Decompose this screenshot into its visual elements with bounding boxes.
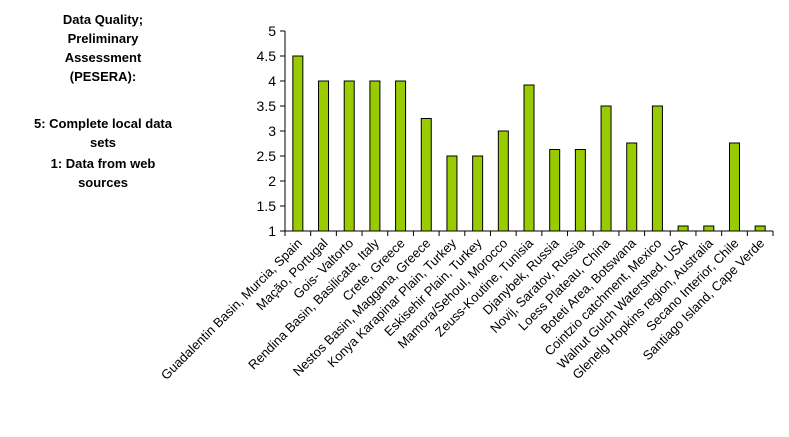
x-category-label: Guadalentin Basin, Murcia, Spain xyxy=(158,236,305,383)
bar xyxy=(318,80,330,232)
bar xyxy=(549,149,561,232)
bar xyxy=(574,149,586,232)
bar xyxy=(446,155,458,232)
bar xyxy=(497,130,509,232)
note-line: 5: Complete local data xyxy=(34,116,172,131)
bar xyxy=(369,80,381,232)
y-tick-label: 2 xyxy=(268,173,276,189)
bar xyxy=(420,118,432,232)
y-tick-label: 4.5 xyxy=(257,48,277,64)
y-tick-label: 1.5 xyxy=(257,198,277,214)
bar xyxy=(626,142,638,232)
note-line: Assessment xyxy=(64,50,142,65)
note-line: sets xyxy=(89,135,117,150)
y-tick-label: 4 xyxy=(268,73,276,89)
note-line: Data Quality; xyxy=(62,12,144,27)
bar xyxy=(343,80,355,232)
bar xyxy=(395,80,407,232)
y-tick-label: 3 xyxy=(268,123,276,139)
y-tick-label: 3.5 xyxy=(257,98,277,114)
bar xyxy=(292,55,304,232)
bar xyxy=(703,225,715,232)
note-line: sources xyxy=(78,175,128,190)
bar xyxy=(600,105,612,232)
bar xyxy=(677,225,689,232)
bar xyxy=(472,155,484,232)
bar xyxy=(651,105,663,232)
bar xyxy=(754,225,766,232)
note-line: (PESERA): xyxy=(69,69,137,84)
y-tick-label: 1 xyxy=(268,223,276,239)
bar xyxy=(523,84,535,232)
bar xyxy=(728,142,740,232)
y-tick-label: 2.5 xyxy=(257,148,277,164)
note-line: Preliminary xyxy=(67,31,139,46)
y-tick-label: 5 xyxy=(268,23,276,39)
note-line: 1: Data from web xyxy=(50,156,156,171)
